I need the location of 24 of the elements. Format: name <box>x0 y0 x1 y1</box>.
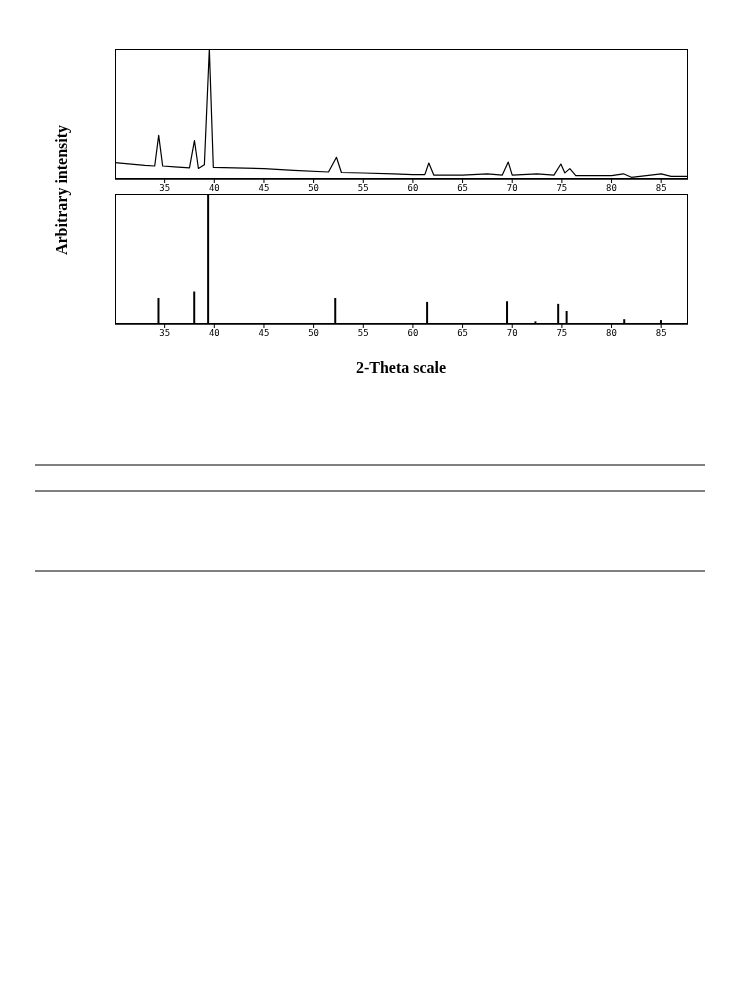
x-tick-label: 70 <box>506 183 518 194</box>
x-tick-label: 45 <box>258 328 270 339</box>
x-tick-label: 50 <box>308 183 320 194</box>
x-tick-label: 40 <box>208 328 220 339</box>
x-tick-label: 70 <box>506 328 518 339</box>
x-tick-label: 50 <box>308 328 320 339</box>
x-tick-label: 60 <box>407 183 419 194</box>
x-tick-label: 80 <box>606 328 617 339</box>
x-tick-label: 60 <box>407 328 419 339</box>
y-axis-title: Arbitrary intensity <box>53 124 71 256</box>
x-tick-label: 40 <box>208 183 220 194</box>
x-tick-label: 85 <box>655 183 667 194</box>
x-tick-label: 80 <box>606 183 617 194</box>
x-tick-label: 65 <box>457 328 468 339</box>
x-tick-label: 75 <box>556 183 568 194</box>
x-tick-label: 55 <box>357 183 369 194</box>
x-tick-label: 85 <box>655 328 667 339</box>
x-tick-label: 35 <box>159 328 171 339</box>
x-tick-label: 45 <box>258 183 270 194</box>
x-axis-title: 2-Theta scale <box>355 359 447 377</box>
x-tick-label: 55 <box>357 328 369 339</box>
x-tick-label: 75 <box>556 328 568 339</box>
x-tick-label: 65 <box>457 183 468 194</box>
x-tick-label: 35 <box>159 183 171 194</box>
